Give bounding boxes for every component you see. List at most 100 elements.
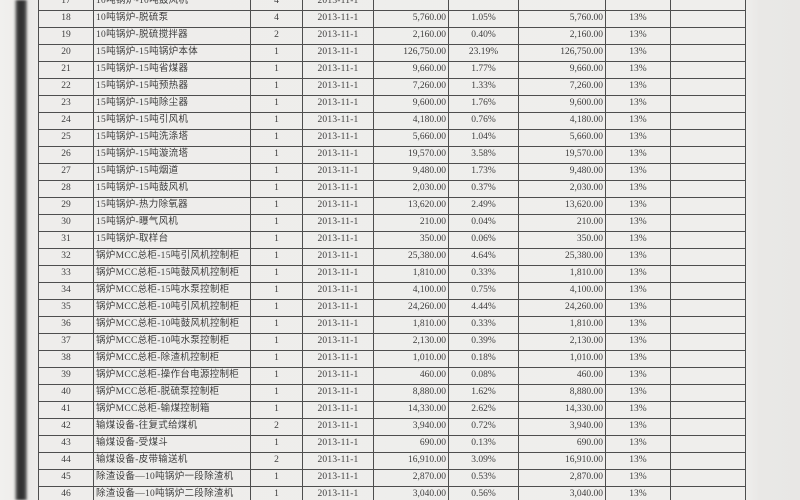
blank-cell bbox=[670, 384, 746, 402]
amount-cell: 690.00 bbox=[373, 435, 449, 453]
amount-cell: 8,880.00 bbox=[373, 384, 449, 402]
tax-rate-cell: 13% bbox=[605, 469, 671, 487]
asset-name-cell: 锅炉MCC总柜-10吨引风机控制柜 bbox=[93, 299, 251, 317]
amount-cell: 2,870.00 bbox=[373, 469, 449, 487]
table-row: 39 锅炉MCC总柜-操作台电源控制柜 1 2013-11-1 460.00 0.08% 4… bbox=[38, 367, 746, 385]
tax-rate-cell: 13% bbox=[605, 129, 671, 147]
percentage-cell bbox=[448, 0, 519, 11]
percentage-cell: 0.06% bbox=[448, 231, 519, 249]
date-cell: 2013-11-1 bbox=[302, 10, 374, 28]
blank-cell bbox=[670, 61, 746, 79]
amount-cell bbox=[373, 0, 449, 11]
amount-cell: 9,480.00 bbox=[373, 163, 449, 181]
percentage-cell: 0.04% bbox=[448, 214, 519, 232]
amount-secondary-cell: 9,480.00 bbox=[518, 163, 606, 181]
quantity-cell: 1 bbox=[250, 486, 303, 500]
row-number-cell: 40 bbox=[38, 384, 94, 402]
table-row: 30 15吨锅炉-曝气风机 1 2013-11-1 210.00 0.04% 210.00 1… bbox=[38, 214, 746, 232]
blank-cell bbox=[670, 265, 746, 283]
amount-secondary-cell: 14,330.00 bbox=[518, 401, 606, 419]
tax-rate-cell: 13% bbox=[605, 367, 671, 385]
row-number-cell: 23 bbox=[38, 95, 94, 113]
percentage-cell: 1.73% bbox=[448, 163, 519, 181]
row-number-cell: 46 bbox=[38, 486, 94, 500]
amount-secondary-cell: 4,180.00 bbox=[518, 112, 606, 130]
row-number-cell: 25 bbox=[38, 129, 94, 147]
tax-rate-cell: 13% bbox=[605, 316, 671, 334]
asset-name-cell: 15吨锅炉-曝气风机 bbox=[93, 214, 251, 232]
date-cell: 2013-11-1 bbox=[302, 44, 374, 62]
percentage-cell: 1.05% bbox=[448, 10, 519, 28]
date-cell: 2013-11-1 bbox=[302, 435, 374, 453]
date-cell: 2013-11-1 bbox=[302, 146, 374, 164]
table-row: 24 15吨锅炉-15吨引风机 1 2013-11-1 4,180.00 0.76% 4,1… bbox=[38, 112, 746, 130]
table-row: 33 锅炉MCC总柜-15吨鼓风机控制柜 1 2013-11-1 1,810.00 0.3… bbox=[38, 265, 746, 283]
asset-name-cell: 10吨锅炉-脱硫搅拌器 bbox=[93, 27, 251, 45]
blank-cell bbox=[670, 129, 746, 147]
quantity-cell: 1 bbox=[250, 231, 303, 249]
asset-name-cell: 锅炉MCC总柜-15吨鼓风机控制柜 bbox=[93, 265, 251, 283]
amount-cell: 9,600.00 bbox=[373, 95, 449, 113]
amount-cell: 2,030.00 bbox=[373, 180, 449, 198]
amount-cell: 210.00 bbox=[373, 214, 449, 232]
date-cell: 2013-11-1 bbox=[302, 180, 374, 198]
quantity-cell: 1 bbox=[250, 146, 303, 164]
row-number-cell: 38 bbox=[38, 350, 94, 368]
row-number-cell: 33 bbox=[38, 265, 94, 283]
date-cell: 2013-11-1 bbox=[302, 61, 374, 79]
date-cell: 2013-11-1 bbox=[302, 469, 374, 487]
tax-rate-cell: 13% bbox=[605, 333, 671, 351]
percentage-cell: 2.49% bbox=[448, 197, 519, 215]
asset-name-cell: 15吨锅炉-15吨预热器 bbox=[93, 78, 251, 96]
amount-cell: 14,330.00 bbox=[373, 401, 449, 419]
percentage-cell: 0.39% bbox=[448, 333, 519, 351]
table-row: 45 除渣设备—10吨锅炉一段除渣机 1 2013-11-1 2,870.00 0.53%… bbox=[38, 469, 746, 487]
amount-cell: 3,040.00 bbox=[373, 486, 449, 500]
asset-name-cell: 15吨锅炉-热力除氧器 bbox=[93, 197, 251, 215]
blank-cell bbox=[670, 316, 746, 334]
row-number-cell: 39 bbox=[38, 367, 94, 385]
amount-cell: 16,910.00 bbox=[373, 452, 449, 470]
date-cell: 2013-11-1 bbox=[302, 248, 374, 266]
amount-secondary-cell: 9,660.00 bbox=[518, 61, 606, 79]
tax-rate-cell: 13% bbox=[605, 401, 671, 419]
date-cell: 2013-11-1 bbox=[302, 333, 374, 351]
tax-rate-cell: 13% bbox=[605, 197, 671, 215]
date-cell: 2013-11-1 bbox=[302, 418, 374, 436]
asset-name-cell: 除渣设备—10吨锅炉一段除渣机 bbox=[93, 469, 251, 487]
quantity-cell: 1 bbox=[250, 384, 303, 402]
asset-name-cell: 锅炉MCC总柜-10吨鼓风机控制柜 bbox=[93, 316, 251, 334]
date-cell: 2013-11-1 bbox=[302, 129, 374, 147]
row-number-cell: 45 bbox=[38, 469, 94, 487]
percentage-cell: 4.64% bbox=[448, 248, 519, 266]
quantity-cell: 1 bbox=[250, 401, 303, 419]
table-row: 29 15吨锅炉-热力除氧器 1 2013-11-1 13,620.00 2.49% 13,… bbox=[38, 197, 746, 215]
quantity-cell: 1 bbox=[250, 435, 303, 453]
amount-cell: 3,940.00 bbox=[373, 418, 449, 436]
tax-rate-cell: 13% bbox=[605, 10, 671, 28]
asset-name-cell: 锅炉MCC总柜-15吨引风机控制柜 bbox=[93, 248, 251, 266]
tax-rate-cell: 13% bbox=[605, 299, 671, 317]
row-number-cell: 26 bbox=[38, 146, 94, 164]
amount-secondary-cell: 1,810.00 bbox=[518, 316, 606, 334]
asset-name-cell: 除渣设备—10吨锅炉二段除渣机 bbox=[93, 486, 251, 500]
quantity-cell: 1 bbox=[250, 61, 303, 79]
amount-secondary-cell: 13,620.00 bbox=[518, 197, 606, 215]
date-cell: 2013-11-1 bbox=[302, 112, 374, 130]
quantity-cell: 1 bbox=[250, 248, 303, 266]
percentage-cell: 0.75% bbox=[448, 282, 519, 300]
date-cell: 2013-11-1 bbox=[302, 231, 374, 249]
amount-secondary-cell: 690.00 bbox=[518, 435, 606, 453]
asset-name-cell: 15吨锅炉-取样台 bbox=[93, 231, 251, 249]
asset-name-cell: 输煤设备-受煤斗 bbox=[93, 435, 251, 453]
quantity-cell: 1 bbox=[250, 95, 303, 113]
asset-name-cell: 15吨锅炉-15吨漩流塔 bbox=[93, 146, 251, 164]
tax-rate-cell: 13% bbox=[605, 44, 671, 62]
quantity-cell: 1 bbox=[250, 299, 303, 317]
asset-name-cell: 10吨锅炉-10吨鼓风机 bbox=[93, 0, 251, 11]
amount-cell: 4,100.00 bbox=[373, 282, 449, 300]
row-number-cell: 34 bbox=[38, 282, 94, 300]
page-binding-shadow bbox=[14, 0, 28, 500]
row-number-cell: 20 bbox=[38, 44, 94, 62]
tax-rate-cell: 13% bbox=[605, 418, 671, 436]
